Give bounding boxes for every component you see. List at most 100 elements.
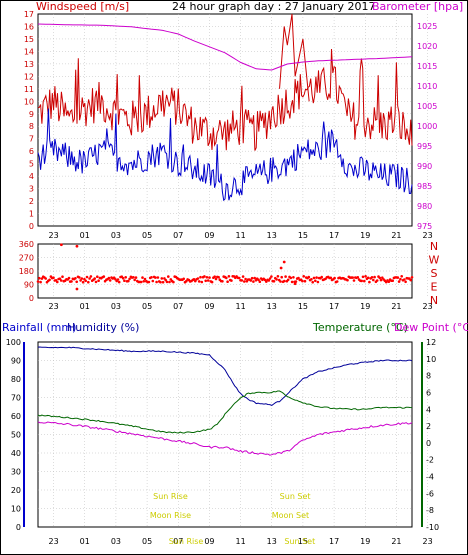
graph-title: 24 hour graph day : 27 January 2017 xyxy=(172,0,376,13)
direction-point xyxy=(335,280,339,283)
tick-label-hour: 17 xyxy=(329,231,339,240)
direction-point xyxy=(360,279,364,283)
astro-label: Sun Rise xyxy=(153,492,188,501)
compass-label: W xyxy=(429,254,440,267)
temperature-chart: 0102030405060708090100-10-8-6-4-20246810… xyxy=(6,338,439,546)
gust-peak xyxy=(279,13,310,102)
direction-point xyxy=(196,277,200,280)
direction-point xyxy=(284,275,287,278)
direction-point xyxy=(39,280,42,284)
tick-label-hour: 11 xyxy=(235,231,245,240)
direction-point xyxy=(123,279,126,283)
direction-point xyxy=(292,276,295,279)
direction-point xyxy=(375,279,379,282)
tick-label-barometer: 980 xyxy=(417,202,432,211)
tick-label-hour: 23 xyxy=(48,302,58,311)
temperature-line xyxy=(37,390,413,434)
direction-point xyxy=(252,280,255,283)
dewpoint-line xyxy=(37,421,413,456)
tick-label-windspeed: 14 xyxy=(24,47,34,56)
direction-point xyxy=(364,275,367,278)
direction-point xyxy=(397,280,401,283)
tick-label-hour: 17 xyxy=(329,302,339,311)
direction-point xyxy=(44,277,47,280)
direction-point xyxy=(107,276,111,280)
direction-point xyxy=(366,276,370,280)
direction-point xyxy=(172,280,175,284)
astro-label: Sun Set xyxy=(284,537,315,546)
tick-label-hour: 21 xyxy=(391,302,401,311)
direction-point xyxy=(396,276,400,279)
direction-point xyxy=(297,276,300,280)
direction-point xyxy=(80,277,84,280)
direction-point xyxy=(310,278,313,281)
direction-point xyxy=(352,279,356,282)
direction-point xyxy=(36,280,40,283)
tick-label-hour: 03 xyxy=(111,537,121,546)
direction-point xyxy=(150,276,153,279)
direction-point xyxy=(154,276,157,279)
direction-point xyxy=(244,277,247,281)
direction-point xyxy=(151,279,155,283)
direction-point xyxy=(391,279,395,283)
tick-label-hour: 19 xyxy=(360,302,370,311)
direction-point xyxy=(270,275,273,278)
tick-label-windspeed: 9 xyxy=(29,110,34,119)
tick-label-humidity: 60 xyxy=(11,412,21,421)
direction-point xyxy=(351,276,355,279)
tick-label-direction: 360 xyxy=(19,240,34,249)
direction-point xyxy=(253,276,256,280)
tick-label-hour: 05 xyxy=(142,231,152,240)
direction-point xyxy=(185,279,188,283)
tick-label-windspeed: 0 xyxy=(29,222,34,231)
direction-outlier xyxy=(75,244,79,248)
direction-point xyxy=(75,280,78,284)
direction-point xyxy=(311,280,315,284)
tick-label-temperature: 6 xyxy=(426,388,431,397)
tick-label-humidity: 40 xyxy=(11,449,21,458)
tick-label-temperature: -8 xyxy=(426,506,434,515)
tick-label-hour: 15 xyxy=(298,302,308,311)
barometer-line xyxy=(37,23,413,71)
tick-label-barometer: 1000 xyxy=(417,122,437,131)
tick-label-hour: 15 xyxy=(298,231,308,240)
direction-point xyxy=(225,276,228,280)
tick-label-barometer: 975 xyxy=(417,222,432,231)
direction-point xyxy=(315,276,318,279)
direction-point xyxy=(378,276,382,280)
wind-chart: 0123456789101112131415161797598098599099… xyxy=(24,10,438,240)
tick-label-temperature: 0 xyxy=(426,439,431,448)
direction-point xyxy=(97,279,100,283)
direction-point xyxy=(58,277,62,281)
direction-point xyxy=(59,279,63,282)
tick-label-hour: 03 xyxy=(111,302,121,311)
astro-label: Sun Rise xyxy=(169,537,204,546)
direction-point xyxy=(289,276,293,280)
compass-label: N xyxy=(430,240,438,253)
tick-label-temperature: 2 xyxy=(426,422,431,431)
tick-label-direction: 0 xyxy=(29,294,34,303)
humidity-line xyxy=(37,346,413,406)
direction-point xyxy=(102,275,106,278)
wind-plot-area xyxy=(37,13,413,227)
tick-label-humidity: 50 xyxy=(11,431,21,440)
tick-label-windspeed: 17 xyxy=(24,10,34,19)
tick-label-windspeed: 3 xyxy=(29,185,34,194)
tick-label-temperature: -2 xyxy=(426,456,434,465)
direction-point xyxy=(286,278,290,282)
tick-label-windspeed: 13 xyxy=(24,60,34,69)
direction-point xyxy=(117,280,121,284)
direction-point xyxy=(84,279,87,283)
tick-label-windspeed: 12 xyxy=(24,72,34,81)
tick-label-windspeed: 6 xyxy=(29,147,34,156)
direction-point xyxy=(168,280,171,284)
tick-label-barometer: 1015 xyxy=(417,62,437,71)
direction-point xyxy=(333,276,336,280)
direction-point xyxy=(167,275,170,278)
tick-label-hour: 13 xyxy=(267,231,277,240)
direction-point xyxy=(258,280,262,284)
direction-point xyxy=(280,275,284,279)
tick-label-hour: 23 xyxy=(48,537,58,546)
tick-label-windspeed: 7 xyxy=(29,135,34,144)
